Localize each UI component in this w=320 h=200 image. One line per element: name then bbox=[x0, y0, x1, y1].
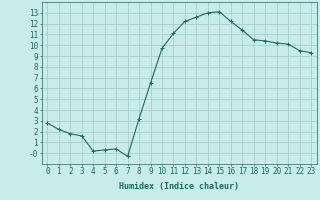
X-axis label: Humidex (Indice chaleur): Humidex (Indice chaleur) bbox=[119, 182, 239, 191]
